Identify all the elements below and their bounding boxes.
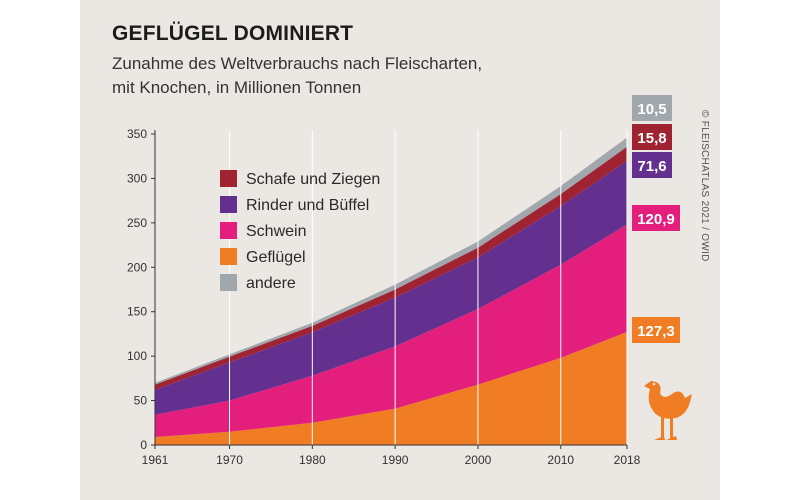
area-layers — [155, 137, 627, 445]
x-tick-label: 1990 — [382, 453, 409, 467]
x-tick-label: 2000 — [465, 453, 492, 467]
legend-swatch-schafe-und-ziegen — [220, 170, 237, 187]
x-tick-label: 1970 — [216, 453, 243, 467]
area-schwein — [155, 224, 627, 437]
x-tick-label: 2010 — [547, 453, 574, 467]
end-label-rinder-und-b-ffel: 71,6 — [637, 158, 666, 175]
y-tick-label: 100 — [127, 349, 147, 363]
end-label-box-andere — [632, 95, 672, 121]
chart-subtitle-line-2: mit Knochen, in Millionen Tonnen — [112, 78, 362, 97]
legend-label-schafe-und-ziegen: Schafe und Ziegen — [246, 171, 380, 188]
y-tick-label: 50 — [134, 394, 148, 408]
end-label-box-rinder-und-b-ffel — [632, 152, 672, 178]
x-tick-label: 1980 — [299, 453, 326, 467]
legend-swatch-gefl-gel — [220, 248, 237, 265]
area-rinder-und-b-ffel — [155, 160, 627, 415]
legend-label-gefl-gel: Geflügel — [246, 249, 306, 266]
y-tick-label: 250 — [127, 216, 147, 230]
end-value-labels: 127,3 120,9 71,6 15,8 10,5 — [632, 95, 680, 343]
legend-label-rinder-und-b-ffel: Rinder und Büffel — [246, 197, 369, 214]
end-label-andere: 10,5 — [637, 101, 666, 118]
chicken-icon — [644, 381, 692, 440]
legend-label-andere: andere — [246, 275, 296, 292]
y-tick-label: 300 — [127, 171, 147, 185]
legend: Schafe und Ziegen Rinder und Büffel Schwei… — [220, 170, 380, 292]
end-label-schafe-und-ziegen: 15,8 — [637, 130, 666, 147]
end-label-box-gefl-gel — [632, 317, 680, 343]
y-tick-label: 0 — [140, 438, 147, 452]
end-label-box-schafe-und-ziegen — [632, 124, 672, 150]
axes: 0 50 100 150 200 250 300 350 1961 1970 1980 1990 200… — [127, 127, 641, 467]
end-label-schwein: 120,9 — [637, 211, 675, 228]
legend-swatch-schwein — [220, 222, 237, 239]
area-gefl-gel — [155, 331, 627, 445]
x-tick-label: 1961 — [142, 453, 169, 467]
end-label-box-schwein — [632, 205, 680, 231]
x-tick-label: 2018 — [614, 453, 641, 467]
chart-subtitle-line-1: Zunahme des Weltverbrauchs nach Fleischa… — [112, 54, 483, 73]
y-tick-label: 150 — [127, 305, 147, 319]
legend-swatch-rinder-und-b-ffel — [220, 196, 237, 213]
chart-title: GEFLÜGEL DOMINIERT — [112, 22, 354, 45]
legend-swatch-andere — [220, 274, 237, 291]
y-tick-label: 350 — [127, 127, 147, 141]
y-tick-label: 200 — [127, 260, 147, 274]
legend-label-schwein: Schwein — [246, 223, 306, 240]
end-label-gefl-gel: 127,3 — [637, 323, 675, 340]
